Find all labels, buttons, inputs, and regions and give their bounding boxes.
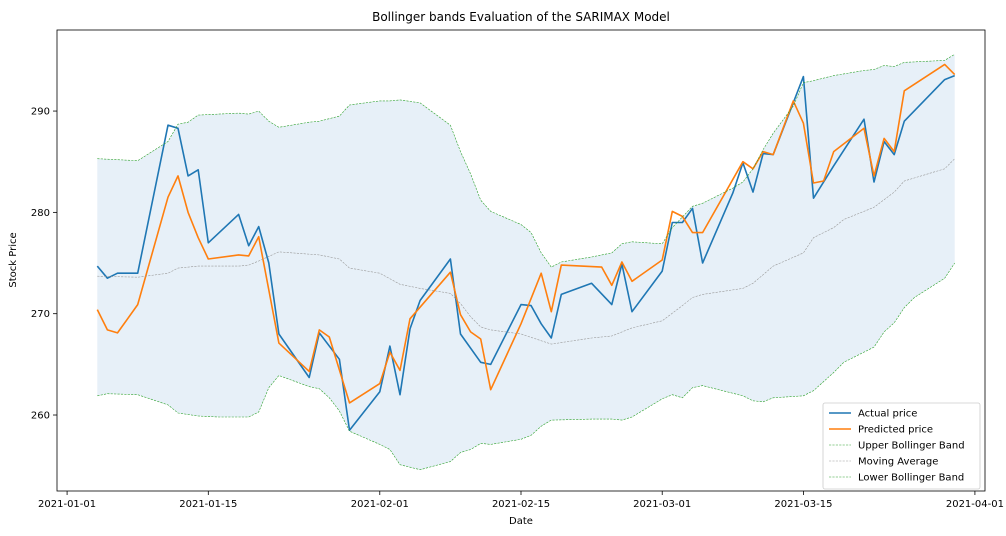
- legend-label: Upper Bollinger Band: [858, 441, 965, 452]
- y-tick-label: 290: [31, 107, 50, 118]
- y-axis-label: Stock Price: [8, 232, 19, 287]
- x-tick-label: 2021-03-01: [633, 499, 691, 510]
- legend-label: Lower Bollinger Band: [858, 473, 964, 484]
- x-tick-label: 2021-02-01: [351, 499, 409, 510]
- y-tick-label: 270: [31, 309, 50, 320]
- x-axis-label: Date: [509, 516, 533, 527]
- series-lines: [96, 54, 956, 470]
- x-tick-label: 2021-02-15: [492, 499, 550, 510]
- legend-label: Predicted price: [858, 425, 933, 436]
- y-tick-label: 260: [31, 411, 50, 422]
- series-predicted-price: [96, 63, 956, 404]
- chart-title: Bollinger bands Evaluation of the SARIMA…: [372, 10, 670, 24]
- series-lower-bollinger-band: [97, 262, 955, 470]
- x-tick-label: 2021-04-01: [946, 499, 1004, 510]
- legend-box: [822, 402, 981, 490]
- legend: Actual price Predicted price Upper Bolling…: [822, 402, 981, 490]
- series-actual-price: [96, 74, 955, 431]
- x-tick-label: 2021-01-15: [179, 499, 237, 510]
- series-moving-average: [97, 158, 955, 345]
- legend-label: Actual price: [858, 409, 917, 420]
- x-tick-label: 2021-01-01: [38, 499, 96, 510]
- y-axis: 260 270 280 290: [31, 107, 57, 422]
- legend-label: Moving Average: [858, 457, 938, 468]
- x-axis: 2021-01-01 2021-01-15 2021-02-01 2021-02-15…: [38, 491, 1004, 510]
- x-tick-label: 2021-03-15: [774, 499, 832, 510]
- series-upper-bollinger-band: [97, 54, 955, 268]
- y-tick-label: 280: [31, 208, 50, 219]
